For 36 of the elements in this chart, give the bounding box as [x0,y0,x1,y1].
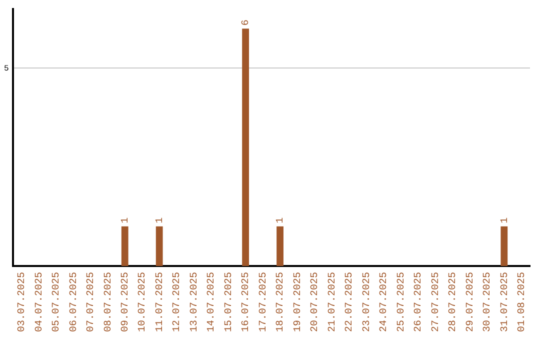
x-tick-label: 27.07.2025 [430,272,442,332]
x-tick-label: 23.07.2025 [362,272,373,332]
x-tick-label: 29.07.2025 [465,272,476,332]
x-tick-label: 20.07.2025 [310,272,322,332]
x-tick-label: 01.08.2025 [517,272,528,332]
x-tick-label: 26.07.2025 [414,272,425,332]
x-tick-label: 08.07.2025 [103,272,114,332]
x-tick-label: 25.07.2025 [396,272,408,332]
data-label: 1 [276,217,287,224]
x-tick-label: 07.07.2025 [86,272,98,332]
x-tick-label: 09.07.2025 [120,272,132,332]
data-label: 1 [120,217,132,224]
x-tick-label: 10.07.2025 [138,272,149,332]
data-label: 1 [500,217,511,224]
x-tick-label: 21.07.2025 [327,272,338,332]
x-tick-label: 15.07.2025 [224,272,235,332]
x-tick-label: 05.07.2025 [52,272,63,332]
x-tick-label: 11.07.2025 [154,272,166,332]
x-tick-label: 30.07.2025 [482,272,494,332]
x-tick-label: 13.07.2025 [189,272,200,332]
x-tick-label: 04.07.2025 [34,272,46,332]
x-tick-label: 12.07.2025 [172,272,184,332]
x-tick-label: 03.07.2025 [17,272,28,332]
y-tick-label: 5 [4,64,9,74]
data-label: 6 [241,20,252,26]
x-tick-label: 19.07.2025 [292,272,304,332]
x-tick-label: 16.07.2025 [241,272,252,332]
x-tick-label: 17.07.2025 [258,272,270,332]
x-tick-label: 18.07.2025 [276,272,287,332]
data-label: 1 [154,217,166,224]
x-tick-label: 31.07.2025 [500,272,511,332]
x-tick-label: 14.07.2025 [206,272,218,332]
x-tick-label: 24.07.2025 [379,272,390,332]
x-tick-label: 22.07.2025 [344,272,356,332]
x-tick-label: 06.07.2025 [68,272,80,332]
x-tick-label: 28.07.2025 [448,272,460,332]
